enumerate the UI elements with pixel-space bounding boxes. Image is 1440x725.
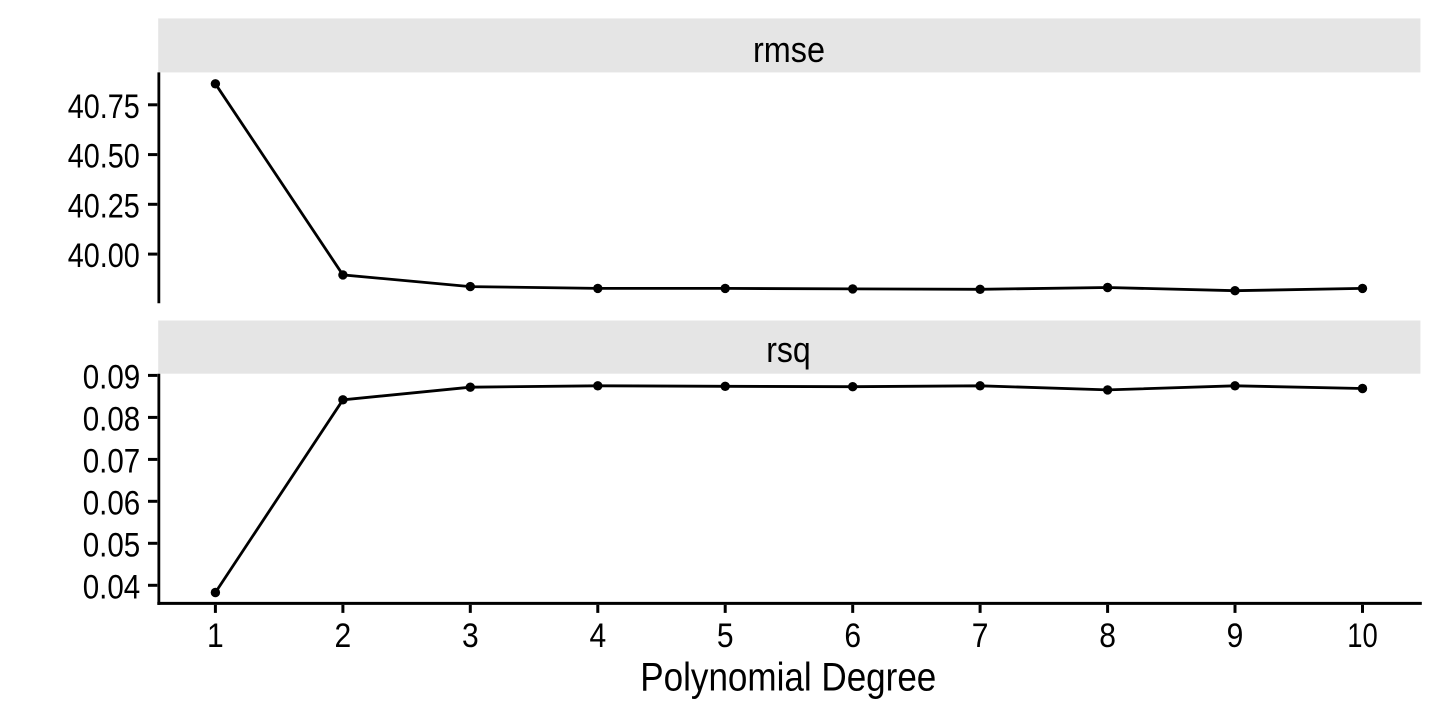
svg-text:rsq: rsq xyxy=(766,329,811,370)
svg-text:rmse: rmse xyxy=(753,29,825,70)
svg-text:6: 6 xyxy=(844,617,861,655)
svg-text:0.04: 0.04 xyxy=(83,568,141,606)
svg-text:0.06: 0.06 xyxy=(83,484,141,522)
svg-text:40.25: 40.25 xyxy=(68,187,140,225)
svg-text:0.05: 0.05 xyxy=(83,526,141,564)
svg-text:Polynomial Degree: Polynomial Degree xyxy=(640,656,936,700)
svg-text:2: 2 xyxy=(335,617,352,655)
svg-text:1: 1 xyxy=(207,617,224,655)
svg-text:40.50: 40.50 xyxy=(68,138,140,176)
svg-text:0.07: 0.07 xyxy=(83,443,141,481)
svg-text:9: 9 xyxy=(1227,617,1244,655)
svg-text:7: 7 xyxy=(972,617,989,655)
svg-text:5: 5 xyxy=(717,617,734,655)
svg-text:8: 8 xyxy=(1099,617,1116,655)
svg-text:40.00: 40.00 xyxy=(68,237,140,275)
svg-text:0.08: 0.08 xyxy=(83,401,141,439)
svg-text:4: 4 xyxy=(589,617,606,655)
svg-text:10: 10 xyxy=(1347,617,1378,655)
svg-text:40.75: 40.75 xyxy=(68,88,140,126)
svg-text:3: 3 xyxy=(462,617,479,655)
svg-text:0.09: 0.09 xyxy=(83,359,141,397)
